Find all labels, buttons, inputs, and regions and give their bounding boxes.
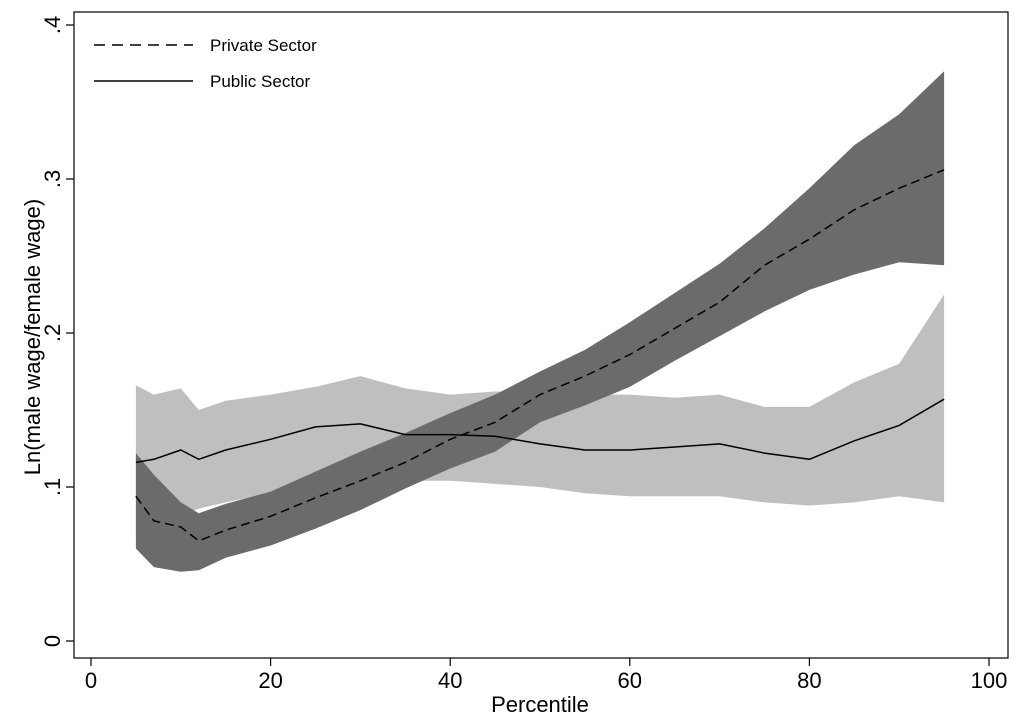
x-tick-label: 0 — [85, 668, 97, 693]
line-public-sector — [135, 398, 945, 464]
y-tick-label: 0 — [40, 635, 65, 647]
y-tick-label: .4 — [40, 16, 65, 34]
axes: 0 20 40 60 80 100 0 .1 .2 .3 .4 — [40, 11, 1009, 693]
x-tick-label: 80 — [797, 668, 821, 693]
x-tick-label: 40 — [438, 668, 462, 693]
line-private-sector — [135, 169, 945, 542]
x-tick-label: 100 — [971, 668, 1008, 693]
y-tick-label: .1 — [40, 478, 65, 496]
y-tick-label: .3 — [40, 170, 65, 188]
series-lines — [135, 169, 945, 542]
plot-frame — [73, 11, 1009, 659]
y-tick-label: .2 — [40, 324, 65, 342]
band-private-sector — [135, 71, 945, 572]
confidence-bands — [135, 71, 945, 572]
x-axis-title: Percentile — [491, 692, 589, 717]
x-tick-label: 20 — [258, 668, 282, 693]
legend-label-public-sector: Public Sector — [210, 72, 310, 91]
legend: Private Sector Public Sector — [94, 36, 317, 91]
x-tick-label: 60 — [618, 668, 642, 693]
legend-label-private-sector: Private Sector — [210, 36, 317, 55]
y-axis-title: Ln(male wage/female wage) — [20, 199, 45, 475]
